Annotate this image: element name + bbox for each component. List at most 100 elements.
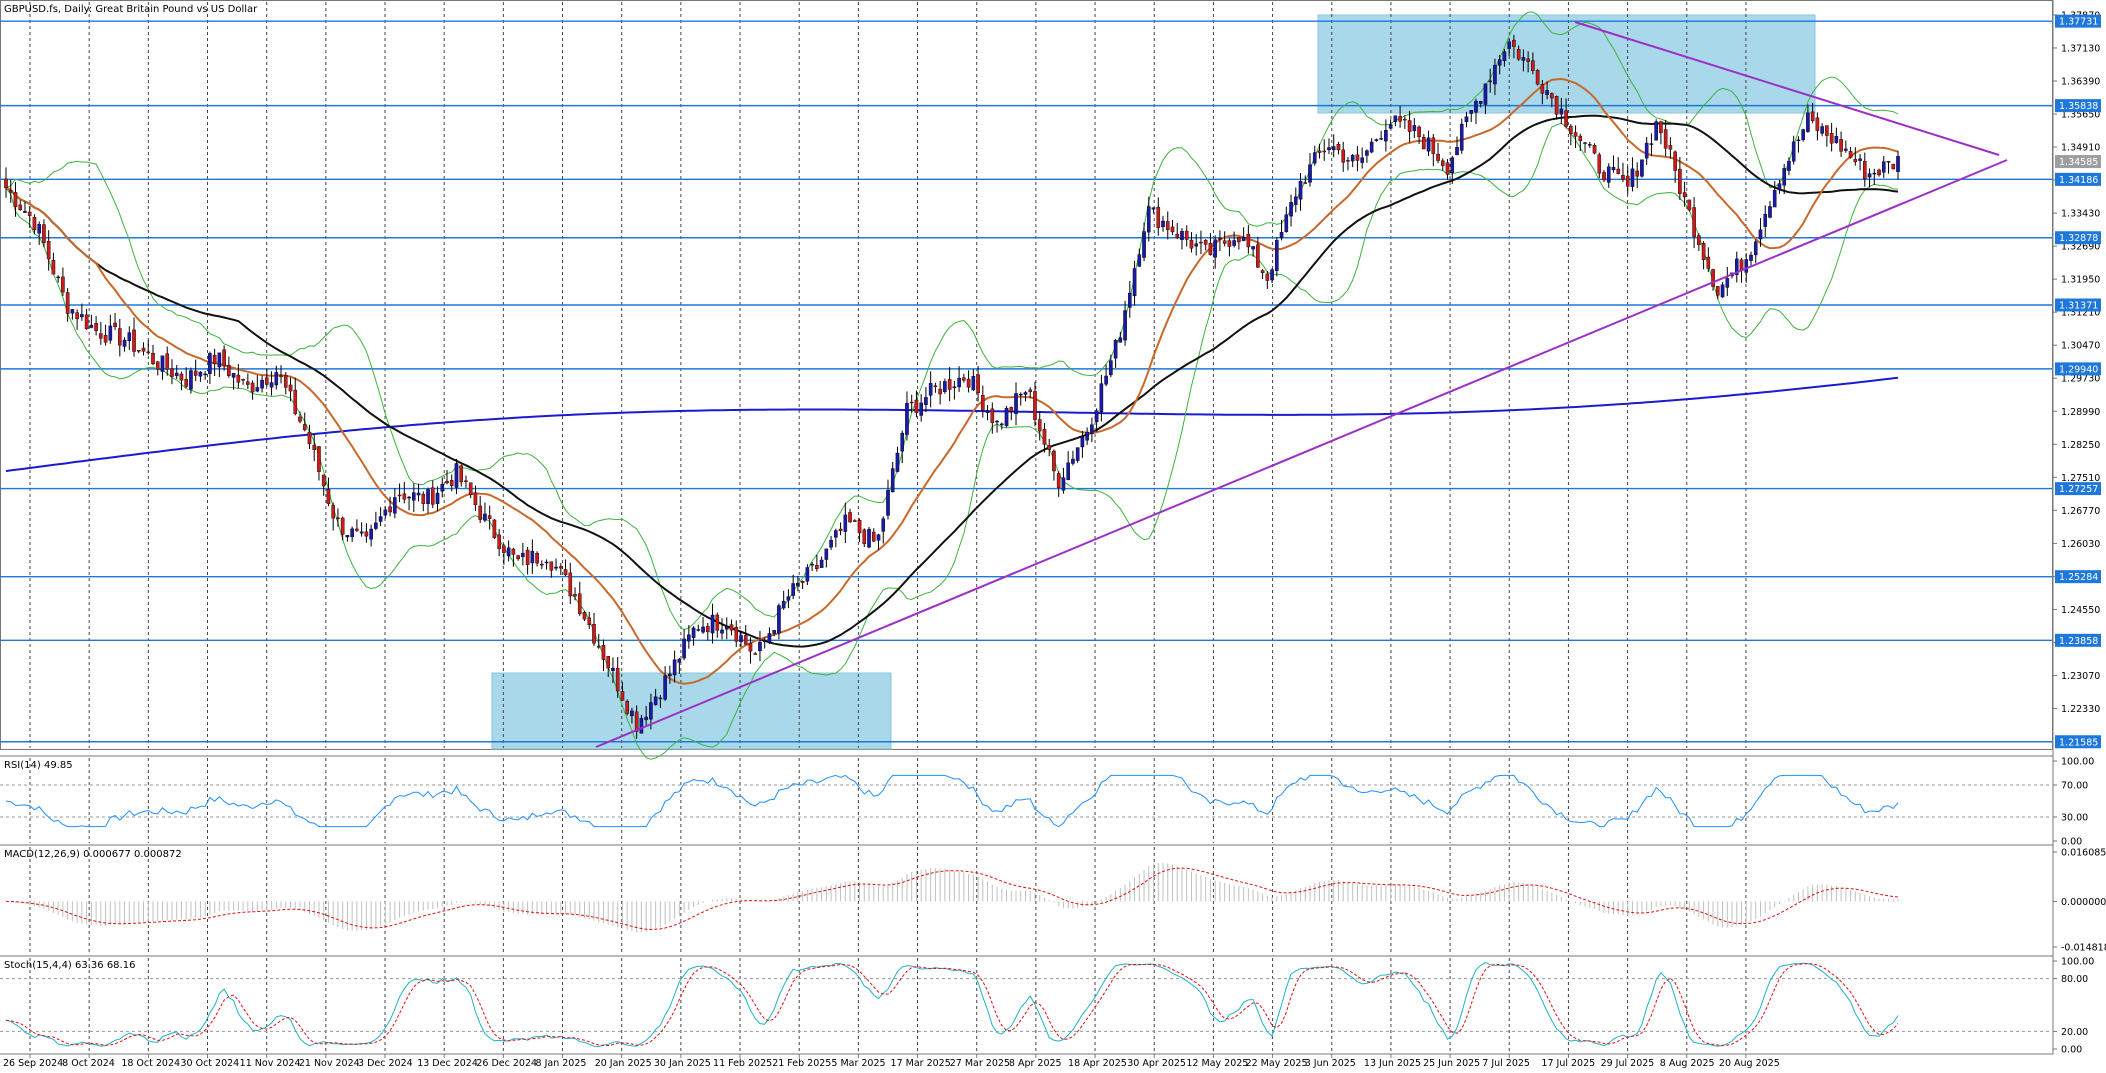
candle-body bbox=[634, 711, 639, 732]
candle bbox=[554, 558, 558, 571]
candle-body bbox=[1753, 241, 1758, 256]
candle bbox=[1815, 112, 1820, 141]
candle bbox=[1706, 247, 1711, 273]
candle-body bbox=[1298, 181, 1303, 200]
candle bbox=[411, 483, 416, 512]
date-label: 3 Dec 2024 bbox=[358, 1058, 413, 1069]
candle-body bbox=[1066, 462, 1070, 481]
candle bbox=[1640, 159, 1644, 178]
candle-body bbox=[1346, 160, 1350, 162]
candle-body bbox=[1531, 60, 1535, 71]
candle-body bbox=[65, 292, 70, 314]
candle bbox=[165, 346, 170, 376]
candle bbox=[1431, 133, 1436, 167]
candle bbox=[1037, 411, 1042, 441]
candle bbox=[1241, 227, 1246, 242]
candle-body bbox=[355, 528, 359, 531]
candle-body bbox=[663, 675, 667, 700]
candle bbox=[601, 639, 606, 672]
candle-body bbox=[435, 492, 440, 504]
candle bbox=[1227, 238, 1232, 257]
candle-body bbox=[905, 402, 909, 435]
candle-body bbox=[582, 611, 587, 620]
candle bbox=[1398, 106, 1402, 128]
candle-body bbox=[568, 572, 573, 597]
candle bbox=[279, 365, 283, 384]
level-tag-label: 1.27257 bbox=[2059, 484, 2098, 495]
candle-body bbox=[402, 493, 407, 500]
rsi-title: RSI(14) 49.85 bbox=[4, 760, 73, 771]
candle bbox=[288, 377, 293, 402]
candle bbox=[890, 461, 895, 493]
candle bbox=[1540, 79, 1545, 105]
candle-body bbox=[1606, 166, 1611, 183]
candle-body bbox=[800, 581, 805, 583]
candle bbox=[1663, 119, 1668, 157]
resistance-zone[interactable] bbox=[1317, 14, 1816, 114]
candle bbox=[829, 535, 833, 551]
candle bbox=[1697, 233, 1701, 252]
candle-body bbox=[1583, 142, 1587, 144]
candle-body bbox=[838, 528, 843, 532]
candle-body bbox=[682, 638, 686, 659]
candle-body bbox=[231, 373, 236, 378]
candle-body bbox=[985, 410, 990, 413]
date-label: 27 Mar 2025 bbox=[950, 1058, 1010, 1069]
candle bbox=[1531, 52, 1535, 75]
candle bbox=[1711, 268, 1715, 291]
candle bbox=[630, 707, 634, 724]
candle bbox=[1056, 471, 1061, 497]
candle-body bbox=[871, 531, 876, 542]
candle-body bbox=[1687, 199, 1692, 211]
ascending-trendline[interactable] bbox=[595, 159, 2008, 748]
candle bbox=[212, 348, 217, 377]
descending-trendline[interactable] bbox=[1574, 21, 2000, 156]
candle-body bbox=[1701, 243, 1706, 261]
candle-body bbox=[1237, 237, 1241, 243]
candle bbox=[454, 458, 459, 495]
date-label: 20 Aug 2025 bbox=[1719, 1058, 1780, 1069]
candle bbox=[848, 508, 852, 523]
candle-body bbox=[1739, 259, 1744, 271]
date-label: 13 Dec 2024 bbox=[417, 1058, 478, 1069]
candle bbox=[876, 533, 881, 551]
candle bbox=[132, 317, 136, 357]
level-tag bbox=[2055, 633, 2101, 647]
candle bbox=[838, 522, 843, 536]
candle-body bbox=[805, 567, 810, 582]
candle bbox=[810, 561, 814, 571]
candle bbox=[1331, 134, 1336, 158]
candle bbox=[952, 380, 957, 400]
support-zone[interactable] bbox=[491, 672, 892, 750]
price-tick-label: 1.30470 bbox=[2061, 341, 2100, 352]
candle bbox=[800, 580, 805, 589]
candle bbox=[1018, 392, 1023, 406]
candle-body bbox=[1208, 242, 1213, 255]
candle bbox=[966, 370, 971, 393]
candle bbox=[592, 612, 596, 647]
ma-slow-path bbox=[5, 376, 1899, 473]
candle-body bbox=[1388, 124, 1393, 129]
macd-pane: 0.016085 0.000000 -0.014818 bbox=[5, 848, 2106, 954]
candle-body bbox=[1825, 125, 1829, 136]
candle bbox=[383, 506, 388, 519]
candle bbox=[1071, 450, 1075, 466]
candle-body bbox=[165, 353, 170, 370]
candle-body bbox=[1654, 121, 1658, 141]
candle-body bbox=[136, 350, 141, 352]
candle bbox=[1768, 200, 1772, 219]
horizontal-levels bbox=[0, 20, 2052, 743]
rsi-tick-label: 30.00 bbox=[2061, 813, 2088, 824]
candle bbox=[881, 516, 886, 544]
candle-body bbox=[1559, 108, 1564, 115]
candle-body bbox=[781, 600, 786, 609]
candle-body bbox=[653, 696, 658, 706]
main-pane[interactable] bbox=[0, 0, 2053, 750]
candle-body bbox=[777, 605, 781, 634]
candle-body bbox=[1787, 160, 1791, 171]
candle-body bbox=[625, 700, 629, 714]
candle-body bbox=[393, 497, 397, 514]
candle bbox=[1592, 143, 1597, 155]
candle bbox=[1516, 45, 1521, 61]
candle-body bbox=[1360, 157, 1364, 163]
